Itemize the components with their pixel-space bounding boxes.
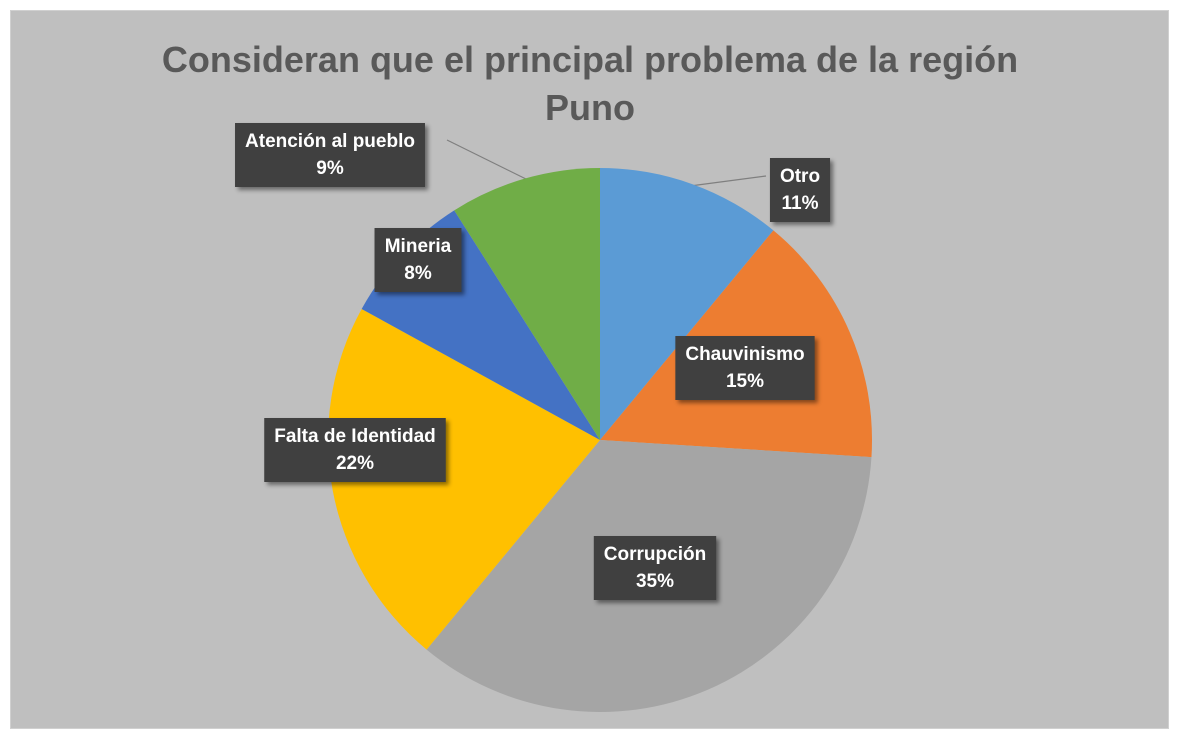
label-category: Chauvinismo <box>685 344 804 365</box>
chart-title: Consideran que el principal problema de … <box>161 39 1019 128</box>
label-box <box>675 336 815 400</box>
label-category: Atención al pueblo <box>245 131 415 152</box>
label-box <box>593 536 717 600</box>
label-value: 9% <box>316 158 344 179</box>
label-box <box>264 418 446 482</box>
data-label: Atención al pueblo 9% <box>235 123 425 187</box>
label-box <box>235 123 425 187</box>
data-label: Chauvinismo 15% <box>675 336 815 400</box>
label-category: Corrupción <box>604 544 706 565</box>
label-value: 11% <box>782 193 819 214</box>
leader-line <box>689 175 767 187</box>
data-label: Falta de Identidad 22% <box>264 418 446 482</box>
label-category: Falta de Identidad <box>274 426 436 447</box>
label-value: 8% <box>404 263 432 284</box>
pie-slice <box>328 308 600 650</box>
pie-slice <box>454 168 600 440</box>
leader-line <box>446 139 529 181</box>
pie-slice <box>600 168 774 440</box>
data-label: Corrupción 35% <box>593 536 717 600</box>
label-category: Otro <box>780 166 820 187</box>
data-label: Mineria 8% <box>374 228 462 292</box>
label-category: Mineria <box>385 236 452 257</box>
label-box <box>769 158 831 222</box>
label-box <box>374 228 462 292</box>
data-label: Otro 11% <box>769 158 831 222</box>
label-value: 22% <box>336 453 374 474</box>
label-value: 35% <box>636 571 674 592</box>
label-value: 15% <box>726 371 764 392</box>
